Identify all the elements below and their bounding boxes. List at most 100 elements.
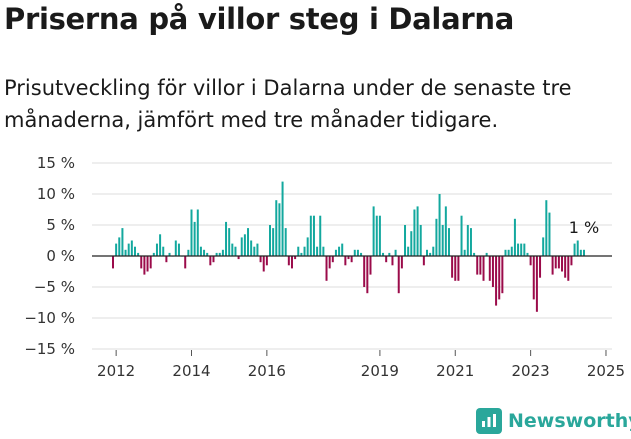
bar [583,249,585,256]
bar [322,246,325,256]
bar [557,256,560,269]
bar [328,256,331,269]
bar [112,256,114,269]
bar [517,243,520,256]
x-tick-label: 2021 [436,362,474,380]
bar [422,256,425,266]
bar [507,249,510,256]
bar [513,218,516,256]
bar [137,252,140,256]
bar [548,212,551,256]
x-tick-label: 2025 [587,362,625,380]
bar [231,243,234,256]
bar [262,256,265,272]
bar [250,240,253,256]
chart-subtitle: Prisutveckling för villor i Dalarna unde… [4,76,572,132]
bar [225,221,228,256]
bar [375,215,378,256]
bar [331,256,334,263]
bar [253,246,256,256]
bar [212,256,215,263]
bar [338,246,341,256]
bar [190,209,193,256]
y-tick-label: −10 % [24,309,75,327]
bar [325,256,328,281]
bar [394,249,397,256]
bar [344,256,347,266]
bar [504,249,507,256]
bar [438,194,441,256]
latest-value-annotation: 1 % [569,218,599,237]
bar [460,215,463,256]
bar [397,256,400,294]
bar [426,249,428,256]
bar [567,256,570,281]
bar [193,221,196,256]
bar [482,256,485,281]
bar [466,225,469,256]
bar [130,240,133,256]
bar [488,256,491,281]
bar [347,256,350,260]
bar [385,256,388,263]
bar [281,181,284,256]
bar [247,228,250,256]
bar [391,256,394,266]
bar [234,246,237,256]
bar [303,246,306,256]
bar [124,249,127,256]
bar [275,200,278,256]
brand: Newsworthy [476,408,631,434]
y-tick-label: 0 % [46,247,75,265]
bar [243,234,246,256]
bar [353,249,356,256]
bar [162,246,165,256]
bar [501,256,504,294]
bar [539,256,542,278]
bar [206,252,209,256]
brand-name: Newsworthy [508,410,631,432]
bar [133,246,136,256]
bar [334,249,337,256]
bar [476,256,479,275]
bar [218,252,221,256]
y-tick-label: −15 % [24,340,75,358]
bar [463,249,466,256]
bar [435,218,438,256]
bar [237,256,240,260]
bar [215,252,218,256]
bar [143,256,146,275]
bar [369,256,372,275]
bar [177,243,180,256]
bar [388,252,391,256]
bar [378,215,381,256]
bar [366,256,369,294]
bar [319,215,322,256]
bar [256,243,259,256]
bar [187,249,190,256]
bar [529,256,532,266]
x-tick-label: 2019 [361,362,399,380]
y-tick-label: −5 % [34,278,75,296]
bar [407,246,410,256]
bar [146,256,149,272]
y-tick-label: 5 % [46,216,75,234]
bar [491,256,494,287]
bar [554,256,557,269]
bar [294,256,297,260]
bar [526,252,529,256]
bar [441,225,444,256]
bar [140,256,143,269]
bar [419,225,422,256]
bar [400,256,403,269]
bar [121,228,124,256]
bar [363,256,366,287]
bar [278,203,281,256]
bar [228,228,231,256]
bar [265,256,268,266]
bar [410,231,413,256]
bar [542,237,545,256]
bar [196,209,199,256]
bar [155,243,158,256]
